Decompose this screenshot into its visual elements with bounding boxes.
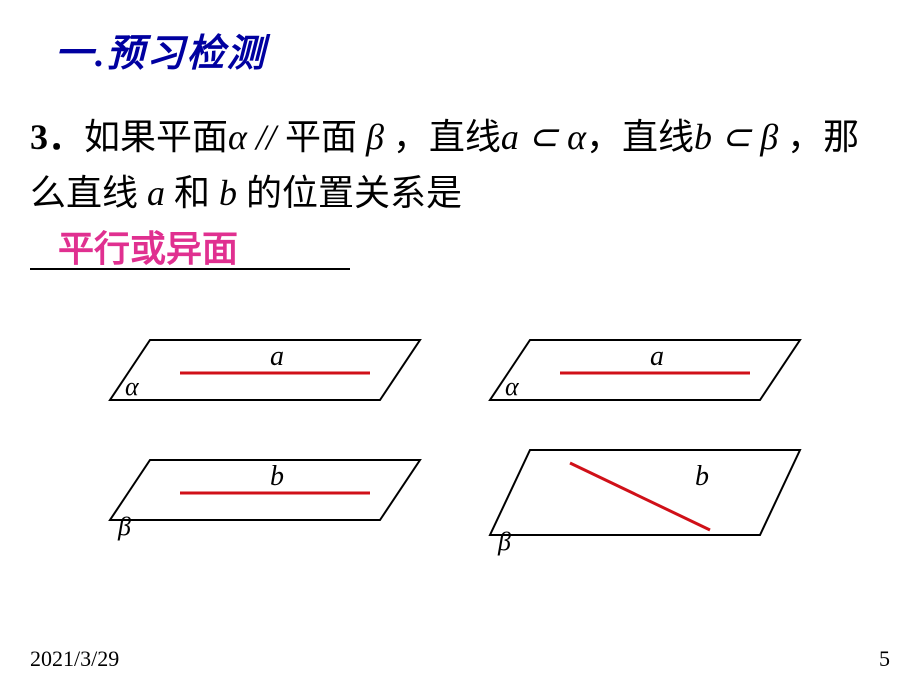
answer-underline <box>30 268 350 270</box>
q-p1: 如果平面 <box>84 117 228 157</box>
subset-2: ⊂ <box>712 117 760 157</box>
slide: 一.预习检测 3．如果平面α // 平面 β ，直线a ⊂ α，直线b ⊂ β … <box>0 0 920 690</box>
q-p6: 的位置关系是 <box>237 173 462 213</box>
diagrams-area: a α b β a α b β <box>70 335 850 605</box>
alpha-2: α <box>567 117 586 157</box>
right-beta-label: β <box>497 527 511 556</box>
question-number: 3． <box>30 117 84 157</box>
footer-page-number: 5 <box>879 646 890 672</box>
line-a: a <box>501 117 519 157</box>
left-line-a-label: a <box>270 341 284 372</box>
answer-text: 平行或异面 <box>58 220 238 272</box>
q-p3: ，直线 <box>384 117 501 157</box>
subset-1: ⊂ <box>519 117 567 157</box>
right-plane-beta <box>490 450 800 535</box>
q-comma1: ，直线 <box>586 117 694 157</box>
beta-2: β <box>760 117 778 157</box>
heading-text: 一.预习检测 <box>55 33 267 75</box>
right-line-b <box>570 463 710 530</box>
alpha-symbol: α <box>228 117 247 157</box>
line-b2: b <box>219 173 237 213</box>
line-a2: a <box>147 173 165 213</box>
left-alpha-label: α <box>125 372 140 401</box>
right-line-b-label: b <box>695 461 709 492</box>
q-p5: 和 <box>165 173 219 213</box>
question-text: 3．如果平面α // 平面 β ，直线a ⊂ α，直线b ⊂ β ，那么直线 a… <box>30 110 890 222</box>
diagram-svg: a α b β a α b β <box>70 335 850 605</box>
beta-symbol: β <box>366 117 384 157</box>
answer-value: 平行或异面 <box>58 229 238 269</box>
left-beta-label: β <box>117 512 131 541</box>
footer-date: 2021/3/29 <box>30 646 119 672</box>
right-alpha-label: α <box>505 372 520 401</box>
section-heading: 一.预习检测 <box>55 22 267 77</box>
q-p2: 平面 <box>285 117 366 157</box>
left-plane-beta <box>110 460 420 520</box>
left-line-b-label: b <box>270 461 284 492</box>
right-plane-alpha <box>490 340 800 400</box>
right-line-a-label: a <box>650 341 664 372</box>
parallel-symbol: // <box>247 117 285 157</box>
left-plane-alpha <box>110 340 420 400</box>
line-b: b <box>694 117 712 157</box>
